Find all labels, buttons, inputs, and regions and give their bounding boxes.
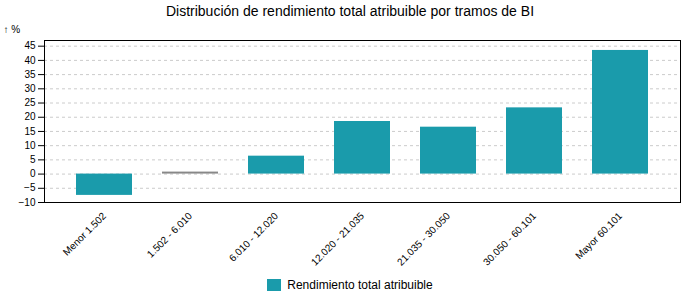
svg-text:↑ %: ↑ %	[4, 24, 21, 35]
svg-text:−5: −5	[24, 182, 36, 193]
svg-text:0: 0	[30, 168, 36, 179]
svg-text:Mayor 60.101: Mayor 60.101	[573, 210, 624, 261]
svg-text:25: 25	[24, 97, 36, 108]
svg-text:1.502 - 6.010: 1.502 - 6.010	[145, 210, 195, 260]
html-text:Rendimiento total atribuible: Rendimiento total atribuible	[287, 278, 433, 292]
svg-text:30.050 - 60.101: 30.050 - 60.101	[481, 210, 539, 268]
svg-text:5: 5	[30, 154, 36, 165]
html-text:Distribución de rendimiento to: Distribución de rendimiento total atribu…	[166, 3, 534, 19]
svg-text:20: 20	[24, 111, 36, 122]
svg-text:21.035 - 30.050: 21.035 - 30.050	[395, 210, 453, 268]
svg-text:12.020 - 21.035: 12.020 - 21.035	[309, 210, 367, 268]
svg-text:10: 10	[24, 140, 36, 151]
svg-text:40: 40	[24, 55, 36, 66]
svg-text:30: 30	[24, 83, 36, 94]
svg-text:−10: −10	[19, 197, 36, 208]
svg-text:15: 15	[24, 126, 36, 137]
svg-text:6.010 - 12.020: 6.010 - 12.020	[227, 210, 281, 264]
svg-text:Menor 1.502: Menor 1.502	[61, 210, 109, 258]
svg-text:45: 45	[24, 40, 36, 51]
svg-text:35: 35	[24, 69, 36, 80]
